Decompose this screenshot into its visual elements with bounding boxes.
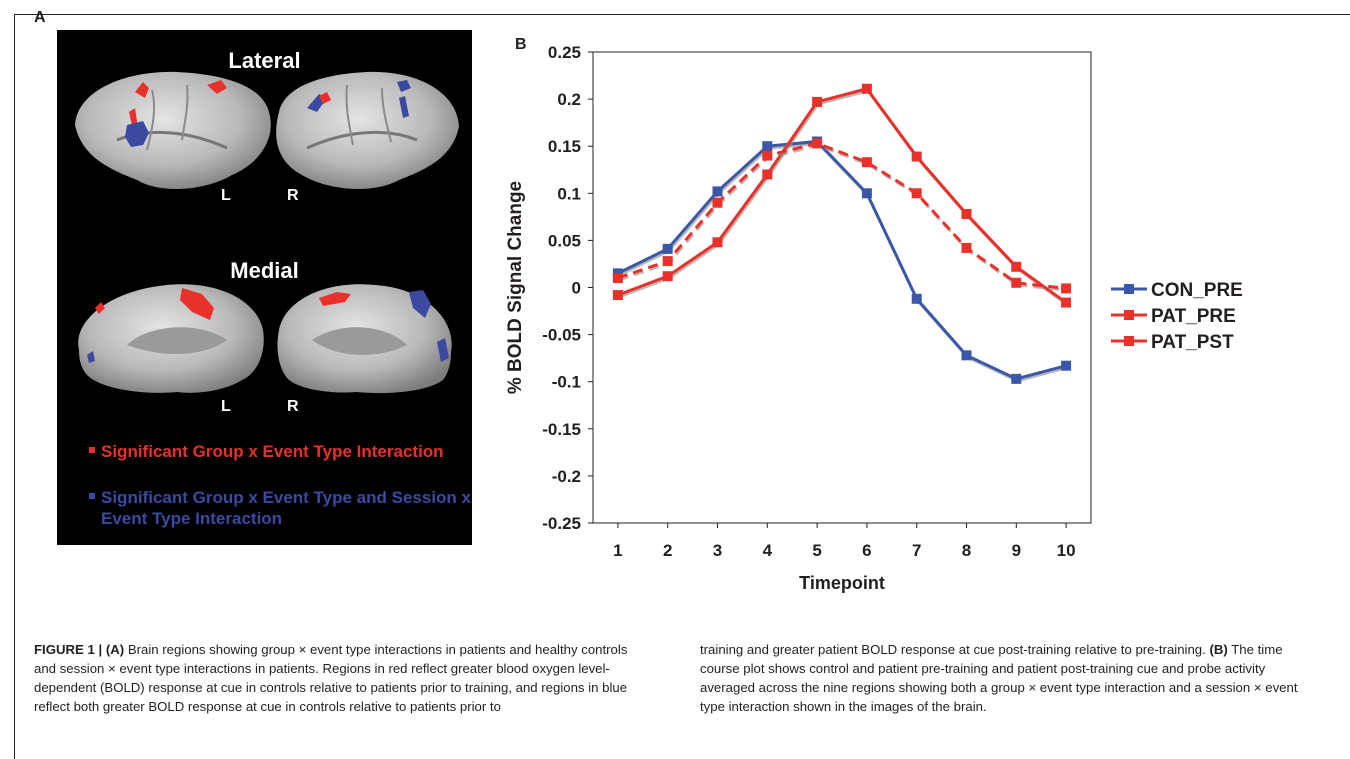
legend-label-PAT_PST: PAT_PST [1151,332,1234,353]
plot-area [592,51,1092,524]
data-point-PAT_PST [1061,283,1072,294]
caption-label: FIGURE 1 | (A) [34,642,125,657]
legend-marker-PAT_PRE [1124,310,1134,320]
x-tick-label: 9 [1012,541,1021,560]
data-point-CON_PRE [762,141,773,152]
y-tick-label: 0.2 [557,90,581,109]
legend-marker-PAT_PST [1124,336,1134,346]
lateral-left-label: L [221,187,231,204]
series-line-CON_PRE [617,139,1067,381]
data-point-PAT_PST [911,188,922,199]
figure-frame [14,14,1350,759]
y-tick-label: 0.05 [548,231,581,250]
data-point-CON_PRE [961,350,972,361]
x-tick-label: 1 [613,541,622,560]
y-tick-label: -0.15 [542,420,581,439]
data-point-CON_PRE [712,186,723,197]
data-point-PAT_PST [961,242,972,253]
data-point-PAT_PRE [612,290,623,301]
brain-illustration [75,71,459,394]
data-point-CON_PRE [1011,373,1022,384]
x-tick-label: 5 [812,541,821,560]
x-tick-label: 7 [912,541,921,560]
y-tick-label: -0.25 [542,514,581,533]
caption-right-text-2: The time course plot shows control and p… [700,642,1298,714]
x-tick-label: 4 [763,541,773,560]
lateral-title: Lateral [228,48,301,73]
y-tick-label: 0.15 [548,137,581,156]
x-axis-label: Timepoint [799,573,885,593]
medial-left-hemisphere [78,284,264,393]
legend-label-PAT_PRE: PAT_PRE [1151,306,1236,327]
legend-red-swatch [89,447,95,453]
series-line-PAT_PST [617,141,1067,290]
data-point-PAT_PRE [1061,297,1072,308]
data-point-PAT_PST [712,197,723,208]
data-point-PAT_PST [612,273,623,284]
lateral-right-hemisphere [276,71,459,190]
medial-left-label: L [221,398,231,415]
lateral-right-label: R [287,187,299,204]
y-tick-label: -0.1 [552,373,581,392]
medial-title: Medial [230,258,299,283]
y-tick-label: -0.05 [542,326,581,345]
data-point-PAT_PRE [861,83,872,94]
x-tick-label: 8 [962,541,971,560]
data-point-PAT_PST [812,138,823,149]
y-tick-label: 0 [572,279,581,298]
data-point-PAT_PRE [662,271,673,282]
data-point-PAT_PST [662,256,673,267]
x-tick-label: 3 [713,541,722,560]
bold-timecourse-chart: 0.25 0.2 0.15 0.1 0.05 0 -0.05 -0.1 -0.15 -0.2 -0.… [505,43,1243,593]
data-point-PAT_PST [861,157,872,168]
legend-blue-text: Significant Group x Event Type and Sessi… [101,488,471,528]
series-line-PAT_PRE [617,87,1067,304]
data-point-PAT_PRE [812,96,823,107]
data-point-CON_PRE [662,243,673,254]
caption-label-b: (B) [1209,642,1228,657]
data-point-PAT_PRE [1011,261,1022,272]
data-point-PAT_PRE [911,151,922,162]
data-point-CON_PRE [911,293,922,304]
data-point-PAT_PRE [762,169,773,180]
lateral-left-hemisphere [75,71,271,190]
data-point-PAT_PRE [961,209,972,220]
medial-right-hemisphere [277,284,452,394]
panel-b-letter: B [515,36,527,53]
legend-marker-CON_PRE [1124,284,1134,294]
medial-right-label: R [287,398,299,415]
data-point-PAT_PST [1011,277,1022,288]
y-tick-label: -0.2 [552,467,581,486]
caption-left-text: Brain regions showing group × event type… [34,642,628,714]
legend-red-text: Significant Group x Event Type Interacti… [101,442,444,461]
brain-image-panel: Lateral [57,30,472,545]
data-point-CON_PRE [1061,360,1072,371]
data-point-PAT_PST [762,150,773,161]
data-point-CON_PRE [861,188,872,199]
y-tick-label: 0.1 [557,184,581,203]
caption-right-text-1: training and greater patient BOLD respon… [700,642,1210,657]
legend-blue-swatch [89,493,95,499]
legend-label-CON_PRE: CON_PRE [1151,280,1243,301]
y-tick-label: 0.25 [548,43,581,62]
x-tick-label: 6 [862,541,871,560]
x-tick-label: 10 [1057,541,1076,560]
panel-a-letter: A [34,9,46,26]
caption-right: training and greater patient BOLD respon… [700,640,1320,716]
caption-left: FIGURE 1 | (A) Brain regions showing gro… [34,640,634,716]
data-point-PAT_PRE [712,237,723,248]
y-axis-label: % BOLD Signal Change [505,181,526,394]
x-tick-label: 2 [663,541,672,560]
